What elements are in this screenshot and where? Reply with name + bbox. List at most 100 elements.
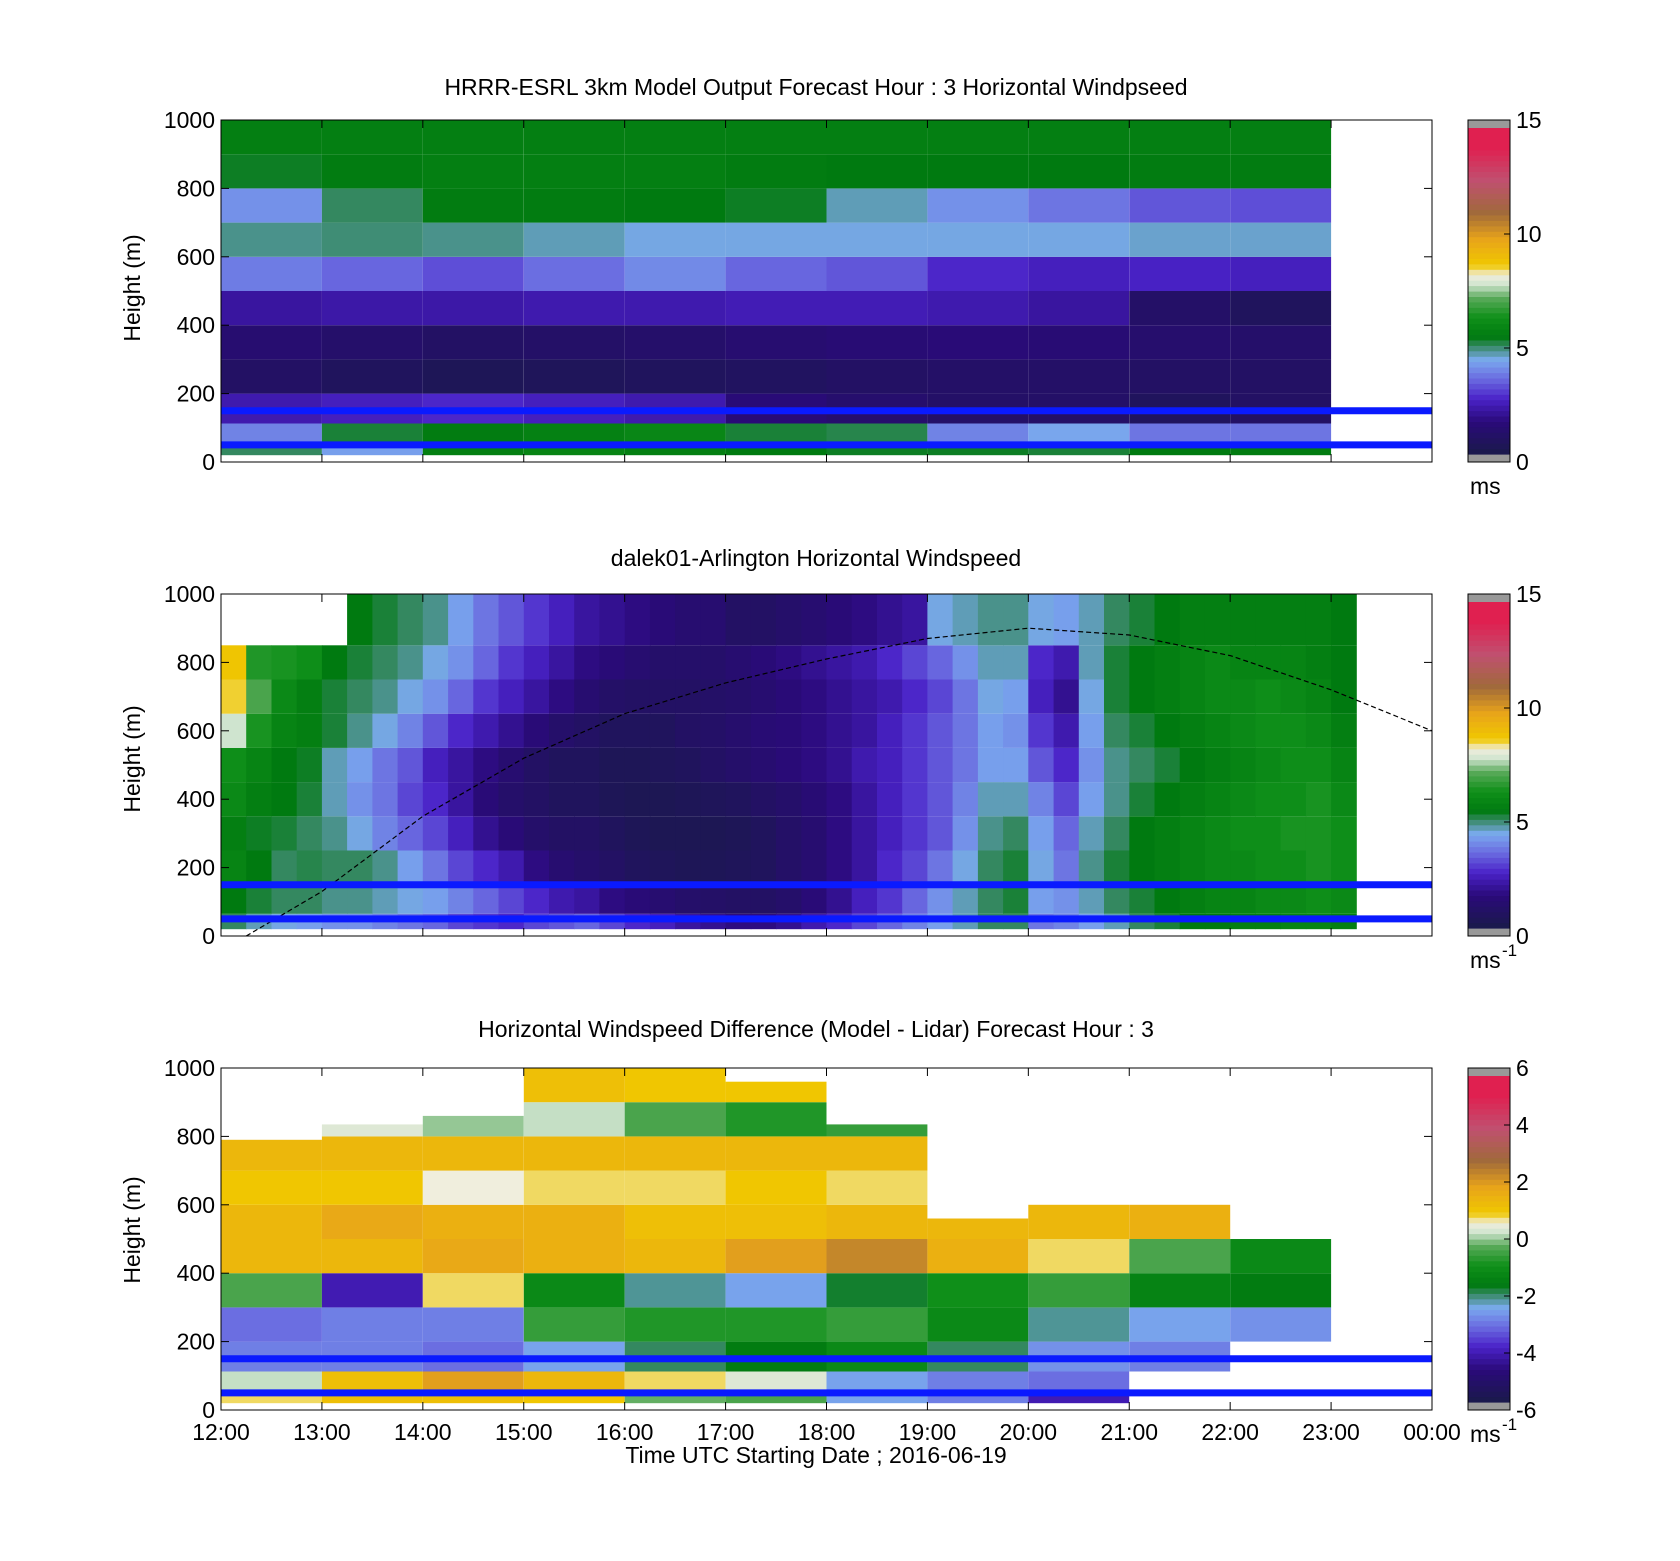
colorbar-step [1468, 1298, 1510, 1305]
heatmap-cell [1204, 850, 1231, 885]
heatmap-cell [1129, 120, 1231, 155]
heatmap-cell [523, 850, 550, 885]
heatmap-cell [902, 850, 928, 885]
heatmap-cell [851, 645, 878, 680]
heatmap-cell [221, 444, 322, 456]
heatmap-cell [473, 816, 499, 851]
heatmap-cell [624, 816, 651, 851]
heatmap-cell [1230, 359, 1332, 394]
heatmap-cell [221, 1392, 322, 1404]
y-tick-label: 400 [177, 1260, 215, 1286]
heatmap-cell [372, 713, 399, 748]
heatmap-cell [624, 594, 651, 646]
colorbar-step [1468, 1315, 1510, 1322]
heatmap-cell [574, 782, 600, 817]
colorbar-step [1468, 748, 1510, 755]
heatmap-cell [422, 1239, 524, 1274]
heatmap-cell [624, 713, 651, 748]
heatmap-cell [448, 713, 474, 748]
colorbar-step [1468, 1211, 1510, 1218]
heatmap-cell [877, 679, 903, 714]
heatmap-cell [826, 256, 928, 291]
heatmap-cell [1129, 359, 1231, 394]
y-tick-label: 600 [177, 1192, 215, 1218]
heatmap-cell [1028, 120, 1130, 155]
x-tick-label: 15:00 [495, 1419, 553, 1445]
colorbar-step [1468, 138, 1510, 145]
colorbar-step [1468, 857, 1510, 864]
heatmap-cell [296, 713, 323, 748]
heatmap-cell [851, 782, 878, 817]
heatmap-cell [977, 594, 1004, 646]
heatmap-cell [1179, 594, 1206, 646]
colorbar-step [1468, 792, 1510, 799]
heatmap-cell [321, 1392, 423, 1404]
heatmap-cell [927, 850, 954, 885]
colorbar-step [1468, 198, 1510, 205]
colorbar-step [1468, 1347, 1510, 1354]
heatmap-cell [977, 713, 1004, 748]
heatmap-cell [624, 120, 726, 155]
heatmap-cell [902, 713, 928, 748]
heatmap-cell [649, 679, 676, 714]
heatmap-cell [952, 850, 979, 885]
heatmap-cell [1028, 1371, 1130, 1393]
heatmap-cell [1255, 594, 1282, 646]
heatmap-cell [826, 154, 928, 189]
heatmap-cell [422, 1170, 524, 1205]
colorbar-unit-superscript: -1 [1502, 1415, 1517, 1434]
heatmap-cell [1129, 423, 1231, 445]
heatmap-cell [523, 1273, 625, 1308]
heatmap-cell [1053, 679, 1080, 714]
heatmap-cell [927, 1307, 1029, 1342]
heatmap-cell [523, 188, 625, 223]
heatmap-cell [574, 645, 600, 680]
heatmap-cell [826, 679, 853, 714]
colorbar-step [1468, 1119, 1510, 1126]
heatmap-cell [473, 782, 499, 817]
panel-title: dalek01-Arlington Horizontal Windspeed [611, 545, 1021, 571]
heatmap-cell [271, 713, 298, 748]
heatmap-cell [750, 816, 777, 851]
colorbar-step [1468, 437, 1510, 444]
colorbar-step [1468, 851, 1510, 858]
heatmap-cell [952, 713, 979, 748]
heatmap-cell [321, 850, 348, 885]
heatmap-cell [675, 594, 701, 646]
heatmap-cell [321, 747, 348, 783]
heatmap-cell [422, 1115, 524, 1137]
heatmap-cell [271, 782, 298, 817]
heatmap-cell [1028, 679, 1054, 714]
heatmap-cell [776, 782, 802, 817]
heatmap-cell [523, 1239, 625, 1274]
heatmap-cell [347, 850, 373, 885]
heatmap-cell [221, 679, 247, 714]
heatmap-cell [523, 884, 550, 914]
heatmap-cell [927, 1218, 1029, 1239]
colorbar-tick-label: 5 [1516, 809, 1529, 835]
y-tick-label: 1000 [164, 581, 215, 607]
heatmap-cell [725, 423, 827, 445]
heatmap-cell [649, 747, 676, 783]
heatmap-cell [1230, 713, 1256, 748]
colorbar-step [1468, 732, 1510, 739]
y-tick-label: 0 [202, 923, 215, 949]
heatmap-cell [1331, 679, 1357, 714]
heatmap-cell [826, 325, 928, 360]
heatmap-cell [952, 645, 979, 680]
heatmap-cell [952, 816, 979, 851]
colorbar-step [1468, 1358, 1510, 1365]
colorbar-step [1468, 803, 1510, 809]
heatmap-cell [977, 782, 1004, 817]
y-tick-label: 400 [177, 312, 215, 338]
colorbar-step [1468, 721, 1510, 728]
heatmap-cell [826, 1124, 928, 1137]
heatmap-cell [422, 1204, 524, 1239]
colorbar-unit-label: ms [1470, 473, 1501, 499]
heatmap-cell [321, 1239, 423, 1274]
heatmap-cell [1179, 782, 1206, 817]
colorbar-step [1468, 1391, 1510, 1398]
heatmap-cell [574, 884, 600, 914]
y-axis-label: Height (m) [119, 705, 145, 812]
heatmap-cell [1331, 850, 1357, 885]
